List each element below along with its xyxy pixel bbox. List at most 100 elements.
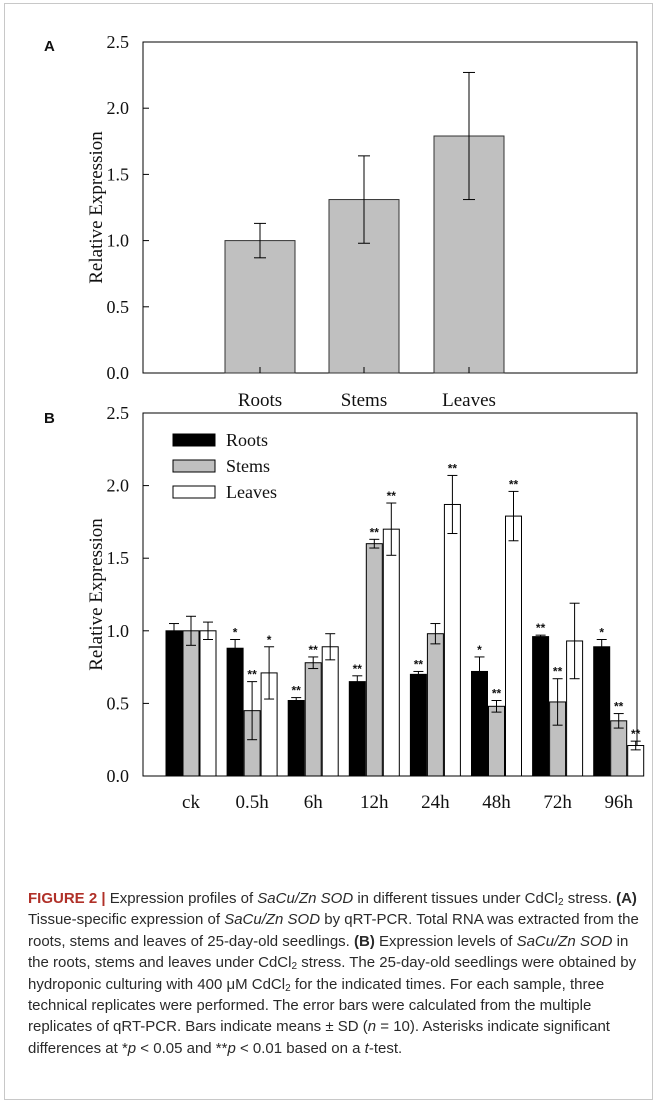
legend-label-roots: Roots [226, 430, 268, 450]
significance-mark: * [233, 626, 238, 640]
y-tick-label: 2.0 [107, 98, 130, 118]
caption-text: n [367, 1018, 377, 1036]
caption-text: Expression levels of [374, 932, 517, 950]
significance-mark: ** [387, 489, 397, 503]
caption-text: < 0.01 based on a [235, 1039, 365, 1057]
bar-roots-96h [593, 646, 611, 777]
caption-text: 2 [285, 982, 291, 994]
y-tick-label: 0.0 [107, 766, 130, 786]
caption-text: -test. [368, 1039, 403, 1057]
legend-label-leaves: Leaves [226, 482, 277, 502]
significance-mark: ** [247, 668, 257, 682]
panel-label-B: B [44, 410, 55, 427]
significance-mark: ** [309, 643, 319, 657]
y-tick-label: 1.5 [107, 164, 130, 184]
panel-label-A: A [44, 38, 55, 55]
x-tick-label: 24h [421, 792, 450, 813]
caption-text: Tissue-specific expression of [28, 911, 225, 929]
caption-text: in the roots, stems and leaves under CdC… [28, 932, 629, 972]
y-tick-label: 2.0 [107, 476, 130, 496]
caption-text: t [364, 1039, 369, 1057]
significance-mark: * [477, 643, 482, 657]
significance-mark: ** [492, 686, 502, 700]
figure-caption: FIGURE 2 | Expression profiles of SaCu/Z… [28, 888, 640, 1059]
significance-mark: ** [536, 621, 546, 635]
legend-swatch-stems [172, 459, 216, 473]
y-tick-label: 0.5 [107, 297, 130, 317]
caption-text: (B) [354, 932, 375, 950]
bar-stems-6h [304, 662, 322, 777]
x-tick-label: 0.5h [235, 792, 269, 813]
bar-roots-ck [165, 630, 183, 777]
bar-leaves-12h [382, 528, 400, 777]
caption-text: by qRT-PCR. Total RNA was extracted from… [28, 911, 639, 950]
caption-text: = 10). Asterisks indicate significant di… [28, 1018, 610, 1057]
significance-mark: ** [448, 461, 458, 475]
caption-text: 2 [558, 897, 564, 908]
significance-mark: ** [353, 662, 363, 676]
bar-roots-0.5h [226, 647, 244, 777]
significance-mark: ** [509, 477, 519, 491]
bar-stems-48h [488, 705, 505, 777]
bar-stems-24h [426, 633, 444, 777]
caption-text: stress. The 25-day-old seedlings were ob… [28, 954, 637, 993]
y-tick-label: 1.5 [107, 548, 130, 568]
y-axis-label: Relative Expression [86, 518, 107, 671]
bar-roots-6h [287, 699, 305, 777]
bar-leaves-ck [199, 630, 217, 777]
caption-text: 2 [291, 961, 298, 973]
y-tick-label: 2.5 [107, 32, 130, 52]
caption-text: stress. [563, 890, 617, 907]
significance-mark: ** [631, 727, 641, 741]
caption-text: SaCu/Zn SOD [516, 932, 613, 950]
bar-stems-ck [182, 630, 200, 777]
x-tick-label: ck [182, 792, 200, 813]
caption-text: (A) [616, 890, 637, 907]
x-tick-label: Stems [341, 390, 387, 411]
significance-mark: ** [614, 700, 624, 714]
y-tick-label: 1.0 [107, 621, 130, 641]
caption-text: p [227, 1039, 236, 1057]
bar-roots-48h [471, 670, 488, 777]
bar-leaves-6h [321, 646, 339, 777]
significance-mark: ** [553, 665, 563, 679]
caption-text: for the indicated times. For each sample… [28, 975, 605, 1036]
bar-roots-24h [409, 673, 427, 777]
caption-text: SaCu/Zn SOD [224, 911, 321, 929]
y-tick-label: 0.0 [107, 363, 130, 383]
x-tick-label: Leaves [442, 390, 496, 411]
significance-mark: * [267, 633, 272, 647]
bar-leaves-48h [505, 515, 522, 777]
y-axis-label: Relative Expression [86, 131, 107, 284]
caption-text: SaCu/Zn SOD [257, 890, 354, 907]
x-tick-label: 72h [543, 792, 572, 813]
bar-roots-12h [348, 681, 366, 777]
caption-text: < 0.05 and ** [136, 1039, 228, 1057]
legend-label-stems: Stems [226, 456, 270, 476]
x-tick-label: 12h [360, 792, 389, 813]
x-tick-label: Roots [238, 390, 282, 411]
caption-text: Expression profiles of [105, 890, 258, 907]
significance-mark: ** [414, 657, 424, 671]
caption-text: p [127, 1039, 137, 1057]
bar-roots-72h [532, 636, 550, 777]
bar-leaves-24h [443, 503, 461, 777]
x-tick-label: 96h [604, 792, 633, 813]
significance-mark: ** [370, 525, 380, 539]
significance-mark: * [599, 626, 604, 640]
legend-swatch-roots [172, 433, 216, 447]
bar-stems-96h [610, 720, 628, 777]
caption-text: in different tissues under CdCl [353, 890, 559, 907]
figure-label: FIGURE 2 | [28, 890, 106, 907]
bar-stems-12h [365, 543, 383, 777]
legend-swatch-leaves [172, 485, 216, 499]
y-tick-label: 1.0 [107, 231, 130, 251]
x-tick-label: 48h [482, 792, 511, 813]
figure-frame [4, 3, 653, 1100]
y-tick-label: 0.5 [107, 693, 130, 713]
significance-mark: ** [292, 684, 302, 698]
x-tick-label: 6h [304, 792, 324, 813]
bar-roots [224, 240, 296, 374]
figure-charts: A 0.0 0.5 1.0 1.5 2.0 2.5 Relative Expression Ro… [44, 32, 645, 813]
y-tick-label: 2.5 [107, 403, 130, 423]
